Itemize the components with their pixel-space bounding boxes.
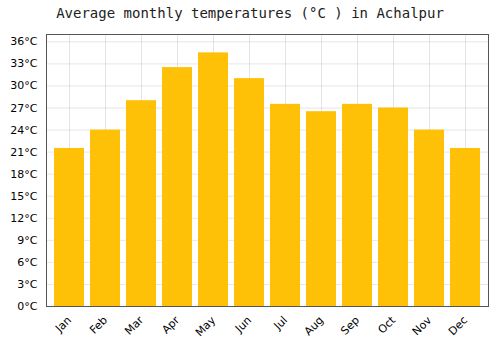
svg-text:24°C: 24°C [10, 124, 37, 137]
svg-text:30°C: 30°C [10, 79, 37, 92]
svg-text:Jun: Jun [232, 314, 254, 336]
svg-text:Jul: Jul [271, 314, 290, 333]
svg-text:15°C: 15°C [10, 190, 37, 203]
svg-text:6°C: 6°C [17, 256, 37, 269]
svg-text:Dec: Dec [446, 314, 470, 338]
svg-text:Jan: Jan [52, 314, 74, 336]
svg-text:May: May [193, 313, 219, 339]
svg-text:18°C: 18°C [10, 168, 37, 181]
svg-text:12°C: 12°C [10, 212, 37, 225]
svg-text:36°C: 36°C [10, 35, 37, 48]
svg-text:Feb: Feb [87, 314, 110, 337]
svg-text:Sep: Sep [338, 314, 362, 338]
svg-text:Mar: Mar [122, 313, 146, 337]
svg-text:3°C: 3°C [17, 278, 37, 291]
svg-text:27°C: 27°C [10, 102, 37, 115]
svg-text:Oct: Oct [375, 313, 398, 336]
svg-text:Nov: Nov [410, 313, 435, 338]
svg-text:Apr: Apr [159, 313, 182, 336]
html-text:Average monthly temperatures (: Average monthly temperatures (°C ) in Ac… [56, 5, 444, 21]
svg-text:Aug: Aug [302, 314, 326, 338]
svg-text:21°C: 21°C [10, 146, 37, 159]
svg-text:9°C: 9°C [17, 234, 37, 247]
svg-text:0°C: 0°C [17, 300, 37, 313]
svg-text:33°C: 33°C [10, 57, 37, 70]
